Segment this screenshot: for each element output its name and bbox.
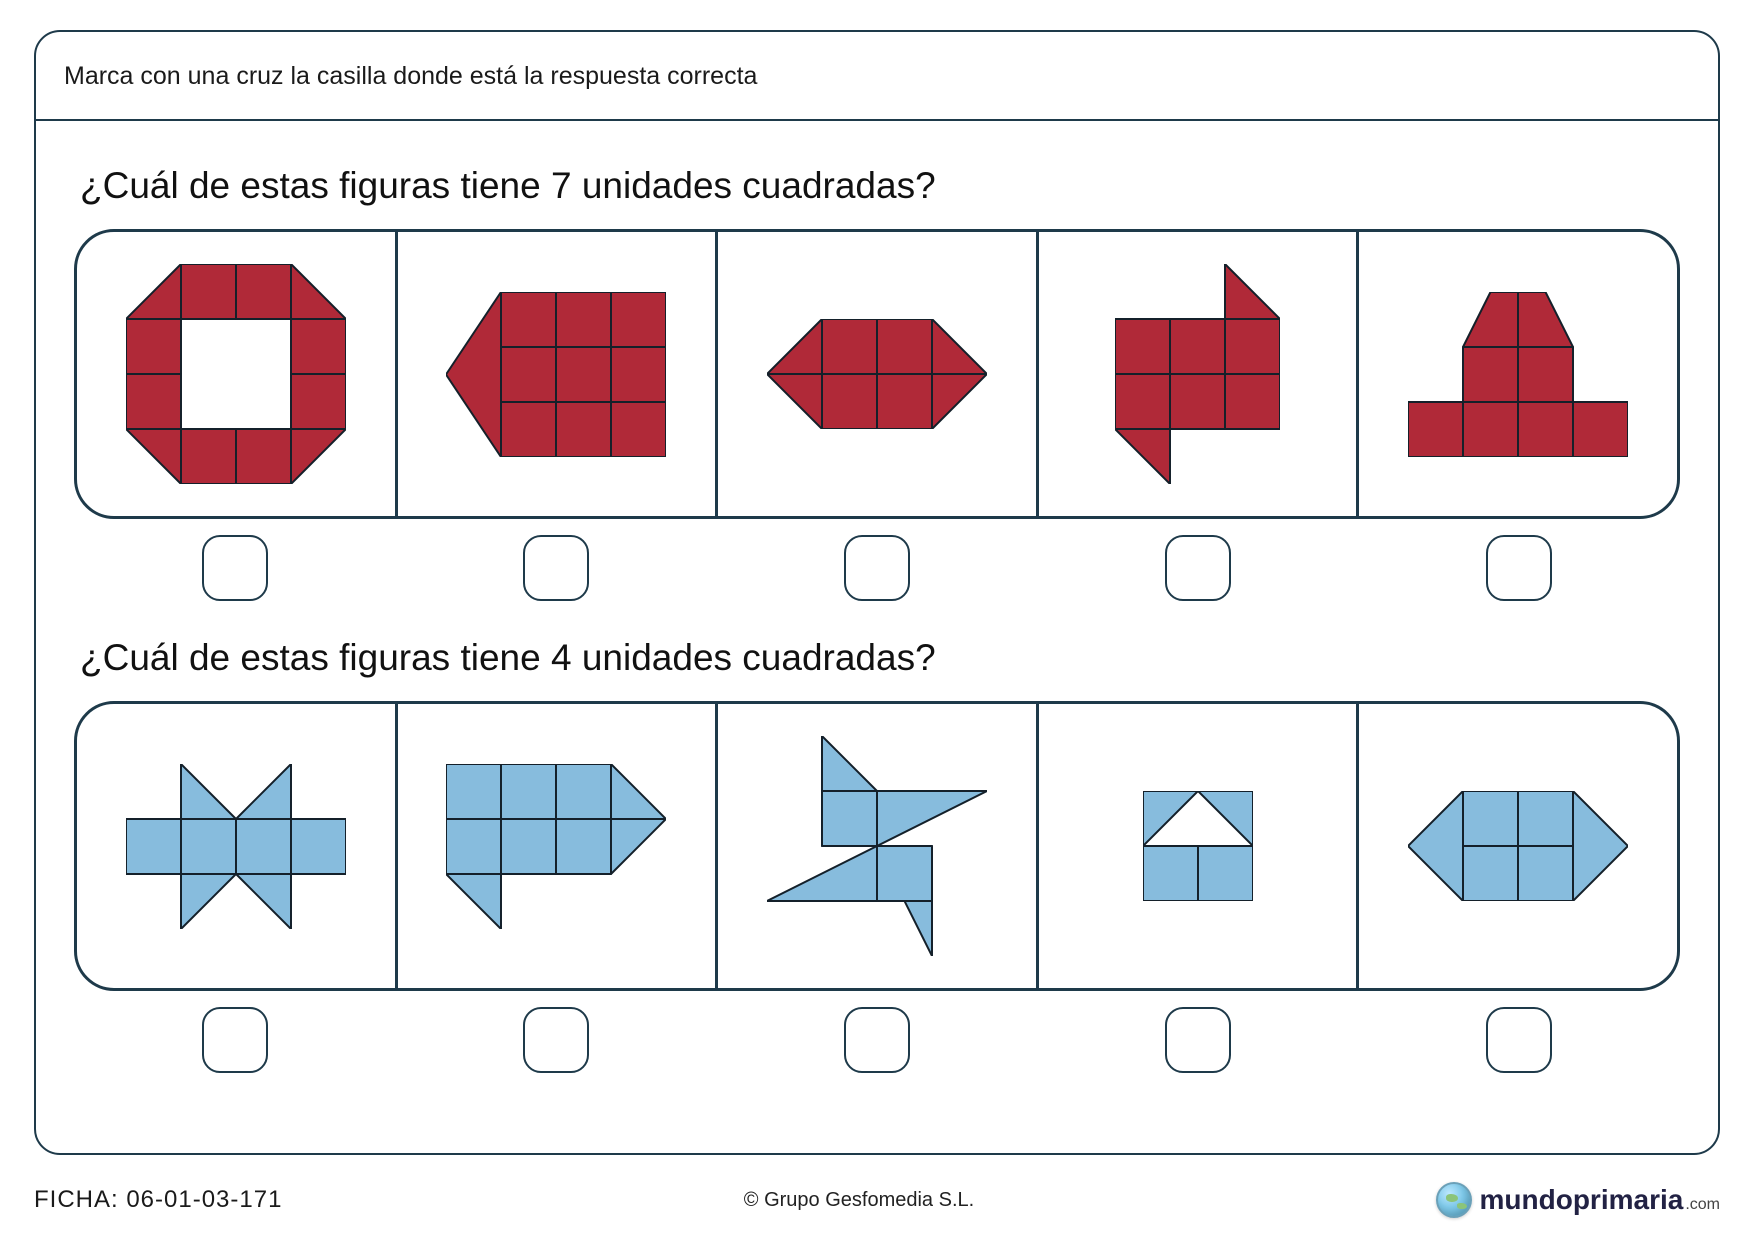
answer-checkbox[interactable] — [523, 535, 589, 601]
answer-checkbox[interactable] — [1165, 535, 1231, 601]
options-row — [74, 701, 1680, 991]
option-cell — [718, 704, 1039, 988]
instruction-bar: Marca con una cruz la casilla donde está… — [36, 32, 1718, 121]
worksheet-page: Marca con una cruz la casilla donde está… — [0, 0, 1754, 1240]
footer: FICHA: 06-01-03-171 © Grupo Gesfomedia S… — [34, 1182, 1720, 1218]
figure — [126, 264, 346, 484]
options-row — [74, 229, 1680, 519]
option-cell — [718, 232, 1039, 516]
figure — [1143, 791, 1253, 901]
checkbox-wrap — [716, 535, 1037, 601]
figure — [446, 764, 666, 929]
checkbox-wrap — [74, 1007, 395, 1073]
instruction-text: Marca con una cruz la casilla donde está… — [64, 62, 757, 90]
brand-text: mundoprimaria.com — [1480, 1184, 1720, 1216]
brand-logo: mundoprimaria.com — [1436, 1182, 1720, 1218]
figure — [767, 319, 987, 429]
option-cell — [398, 704, 719, 988]
question-text: ¿Cuál de estas figuras tiene 4 unidades … — [80, 637, 1680, 679]
checkbox-wrap — [1359, 535, 1680, 601]
figure — [767, 736, 987, 956]
checkbox-wrap — [1359, 1007, 1680, 1073]
ficha-code: FICHA: 06-01-03-171 — [34, 1186, 282, 1214]
checkbox-wrap — [395, 535, 716, 601]
checkbox-wrap — [395, 1007, 716, 1073]
content-area: ¿Cuál de estas figuras tiene 7 unidades … — [36, 121, 1718, 1119]
figure — [126, 764, 346, 929]
checkbox-row — [74, 1007, 1680, 1073]
option-cell — [1039, 232, 1360, 516]
answer-checkbox[interactable] — [1165, 1007, 1231, 1073]
checkbox-wrap — [74, 535, 395, 601]
answer-checkbox[interactable] — [202, 535, 268, 601]
checkbox-wrap — [1038, 1007, 1359, 1073]
figure — [1408, 791, 1628, 901]
question-text: ¿Cuál de estas figuras tiene 7 unidades … — [80, 165, 1680, 207]
option-cell — [77, 232, 398, 516]
figure — [1115, 264, 1280, 484]
option-cell — [1039, 704, 1360, 988]
answer-checkbox[interactable] — [1486, 1007, 1552, 1073]
option-cell — [1359, 704, 1677, 988]
globe-icon — [1436, 1182, 1472, 1218]
answer-checkbox[interactable] — [844, 1007, 910, 1073]
answer-checkbox[interactable] — [1486, 535, 1552, 601]
checkbox-row — [74, 535, 1680, 601]
option-cell — [77, 704, 398, 988]
checkbox-wrap — [716, 1007, 1037, 1073]
checkbox-wrap — [1038, 535, 1359, 601]
main-frame: Marca con una cruz la casilla donde está… — [34, 30, 1720, 1155]
answer-checkbox[interactable] — [844, 535, 910, 601]
option-cell — [398, 232, 719, 516]
option-cell — [1359, 232, 1677, 516]
answer-checkbox[interactable] — [523, 1007, 589, 1073]
figure — [1408, 292, 1628, 457]
answer-checkbox[interactable] — [202, 1007, 268, 1073]
figure — [446, 292, 666, 457]
copyright-text: © Grupo Gesfomedia S.L. — [744, 1189, 974, 1212]
